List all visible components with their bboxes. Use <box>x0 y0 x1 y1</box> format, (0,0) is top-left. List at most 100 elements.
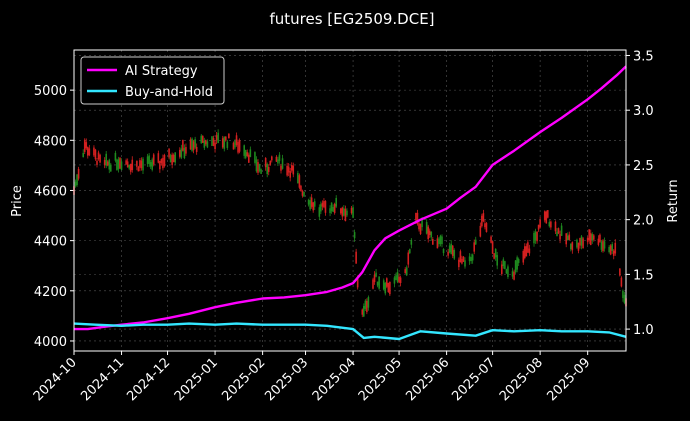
y-right-axis-title: Return <box>666 179 681 222</box>
price-candle <box>619 268 621 276</box>
y-left-tick-label: 4800 <box>34 134 67 149</box>
price-candle <box>550 221 552 228</box>
price-candle <box>484 223 486 228</box>
price-candle <box>603 241 606 249</box>
price-candle <box>267 166 270 172</box>
price-candle <box>407 252 410 265</box>
price-candle <box>174 152 176 163</box>
price-candle <box>169 155 172 163</box>
price-candle <box>539 219 541 228</box>
price-candle <box>94 149 97 160</box>
price-candle <box>600 241 603 250</box>
y-left-tick-label: 4200 <box>34 285 67 300</box>
x-tick-label: 2025-06 <box>403 355 452 404</box>
price-candle <box>341 207 344 217</box>
price-candle <box>128 164 130 169</box>
price-candle <box>410 239 413 245</box>
price-candle <box>559 234 561 240</box>
price-candle <box>152 154 155 165</box>
price-candle <box>494 248 497 258</box>
price-candle <box>88 148 91 156</box>
price-candle <box>159 160 161 170</box>
price-candle <box>395 275 397 280</box>
price-candle <box>114 152 117 161</box>
price-candle <box>453 250 456 259</box>
price-candle <box>215 135 218 141</box>
price-candle <box>183 147 186 159</box>
price-candle <box>502 259 505 267</box>
price-candle <box>588 229 590 241</box>
price-candle <box>367 297 370 308</box>
price-candle <box>212 138 215 146</box>
price-candle <box>148 155 150 164</box>
price-candle <box>287 166 290 173</box>
price-candle <box>82 152 84 158</box>
price-candle <box>547 210 549 218</box>
x-tick-label: 2025-07 <box>449 355 498 404</box>
price-candle <box>142 158 144 171</box>
price-candle <box>105 153 107 166</box>
price-candle <box>418 223 420 230</box>
price-candle <box>264 157 267 168</box>
price-candle <box>323 201 325 208</box>
price-candle <box>393 277 396 284</box>
price-candle <box>77 168 80 179</box>
price-candle <box>364 300 367 309</box>
price-candle <box>577 242 580 251</box>
price-candle <box>608 246 610 253</box>
price-candle <box>527 242 529 253</box>
price-candle <box>225 136 227 141</box>
price-candle <box>286 165 288 176</box>
price-candle <box>344 208 347 222</box>
price-candle <box>560 225 563 236</box>
price-candle <box>277 159 279 164</box>
chart-title: futures [EG2509.DCE] <box>269 10 434 28</box>
price-candle <box>234 140 236 148</box>
price-candle <box>248 154 250 163</box>
price-candle <box>507 266 509 277</box>
price-candle <box>191 138 193 151</box>
plot-frame <box>73 49 627 352</box>
price-candle <box>545 211 548 224</box>
price-candle <box>116 159 118 171</box>
price-candle <box>609 245 612 255</box>
price-candle <box>481 215 483 227</box>
price-candle <box>451 245 454 256</box>
price-candle <box>432 238 434 245</box>
price-candle <box>373 274 376 283</box>
price-candle <box>97 152 100 160</box>
price-candle <box>266 163 268 175</box>
price-candle <box>602 240 604 252</box>
price-candle <box>356 278 359 288</box>
price-candle <box>622 290 624 298</box>
price-candle <box>310 197 313 207</box>
price-candle <box>223 136 226 149</box>
price-candle <box>200 135 203 144</box>
legend-label-buy-and-hold: Buy-and-Hold <box>125 85 213 100</box>
x-tick-label: 2024-11 <box>78 355 127 404</box>
price-candle <box>300 185 302 191</box>
price-candle <box>461 258 463 264</box>
price-candle <box>363 306 365 317</box>
price-candle <box>255 159 258 172</box>
price-candle <box>136 160 138 167</box>
price-candle <box>117 159 120 170</box>
price-candle <box>244 149 247 158</box>
price-candle <box>490 236 492 243</box>
price-candle <box>580 236 583 246</box>
price-candle <box>579 237 581 246</box>
price-candle <box>232 142 235 150</box>
y-left-axis-title: Price <box>10 185 25 217</box>
price-candle <box>246 152 249 156</box>
x-tick-label: 2024-12 <box>124 355 173 404</box>
price-candle <box>612 250 615 256</box>
price-candle <box>76 174 78 186</box>
price-candle <box>355 251 357 264</box>
price-candle <box>157 153 160 163</box>
price-candle <box>146 156 149 164</box>
price-candle <box>217 132 219 144</box>
price-candle <box>511 271 514 277</box>
price-candle <box>110 164 112 172</box>
x-tick-label: 2025-04 <box>310 355 359 404</box>
price-candle <box>366 300 368 313</box>
